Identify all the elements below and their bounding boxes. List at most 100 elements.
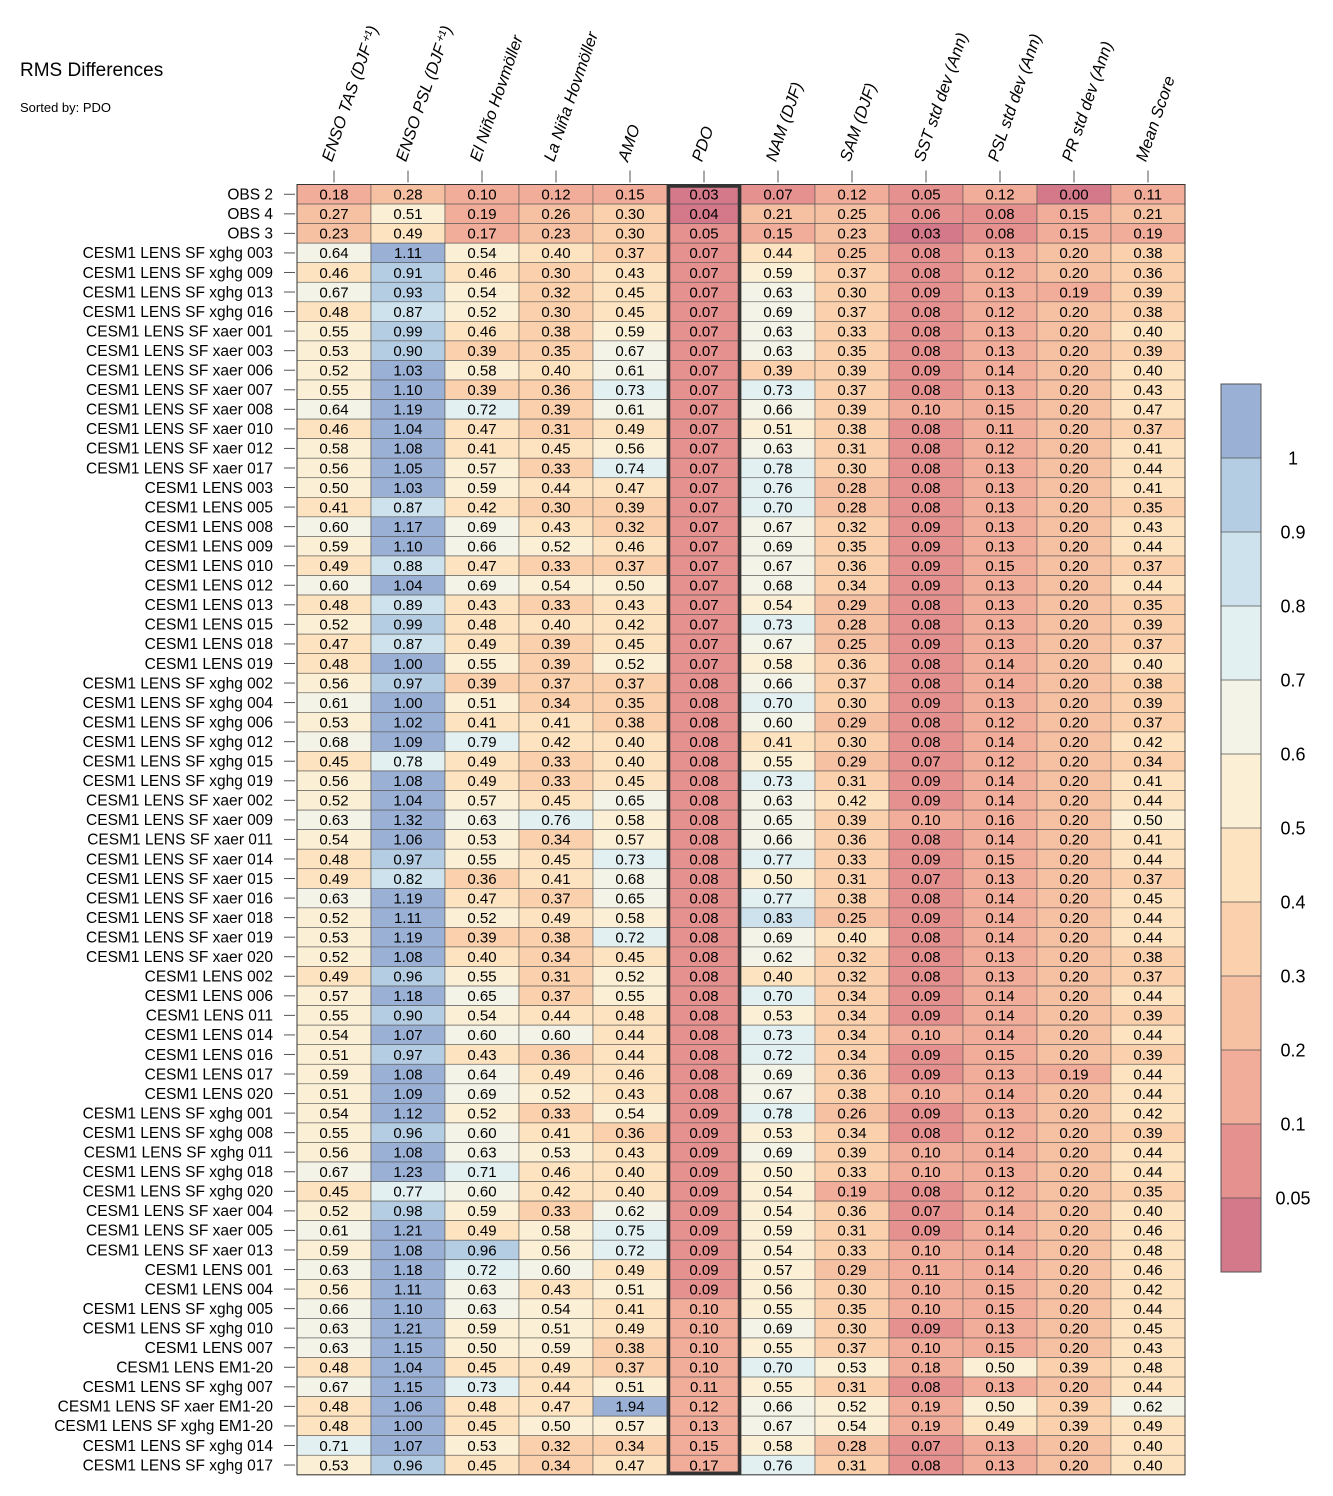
cell-value-label: 0.08 [689, 675, 718, 692]
cell-value-label: 0.20 [1059, 1125, 1088, 1142]
cell-value-label: 1.09 [393, 734, 422, 751]
cell-value-label: 0.14 [985, 1223, 1014, 1240]
cell-value-label: 0.48 [319, 656, 348, 673]
cell-value-label: 0.14 [985, 1145, 1014, 1162]
cell-value-label: 0.13 [985, 1066, 1014, 1083]
row-label: CESM1 LENS SF xaer 018 [86, 910, 273, 927]
cell-value-label: 0.53 [763, 1125, 792, 1142]
colorbar-tick-label: 0.05 [1275, 1189, 1310, 1209]
row-label: CESM1 LENS SF xghg 004 [83, 695, 274, 712]
cell-value-label: 0.08 [911, 343, 940, 360]
cell-value-label: 0.43 [467, 597, 496, 614]
cell-value-label: 0.30 [541, 265, 570, 282]
cell-value-label: 0.37 [541, 675, 570, 692]
cell-value-label: 0.39 [763, 363, 792, 380]
cell-value-label: 0.36 [615, 1125, 644, 1142]
cell-value-label: 0.91 [393, 265, 422, 282]
cell-value-label: 0.40 [1133, 1438, 1162, 1455]
cell-value-label: 0.08 [689, 1008, 718, 1025]
cell-value-label: 0.72 [467, 402, 496, 419]
cell-value-label: 0.34 [837, 1047, 866, 1064]
cell-value-label: 0.05 [911, 187, 940, 204]
cell-value-label: 0.70 [763, 499, 792, 516]
cell-value-label: 0.15 [1059, 226, 1088, 243]
cell-value-label: 0.40 [1133, 363, 1162, 380]
cell-value-label: 0.65 [763, 812, 792, 829]
cell-value-label: 0.52 [615, 969, 644, 986]
cell-value-label: 0.45 [541, 441, 570, 458]
column-label: ENSO PSL (DJF⁺¹) [393, 23, 456, 163]
cell-value-label: 0.72 [615, 929, 644, 946]
cell-value-label: 0.38 [837, 890, 866, 907]
cell-value-label: 1.08 [393, 1242, 422, 1259]
cell-value-label: 0.46 [1133, 1223, 1162, 1240]
cell-value-label: 0.34 [837, 1008, 866, 1025]
cell-value-label: 0.44 [1133, 793, 1162, 810]
cell-value-label: 0.41 [541, 714, 570, 731]
row-label: CESM1 LENS SF xaer 010 [86, 421, 273, 438]
row-label: CESM1 LENS SF xaer EM1-20 [58, 1399, 274, 1416]
cell-value-label: 0.20 [1059, 929, 1088, 946]
cell-value-label: 0.54 [763, 1203, 792, 1220]
cell-value-label: 0.14 [985, 734, 1014, 751]
cell-value-label: 0.51 [393, 206, 422, 223]
cell-value-label: 0.54 [467, 245, 496, 262]
cell-value-label: 0.45 [467, 1360, 496, 1377]
cell-value-label: 0.40 [615, 754, 644, 771]
column-label: SAM (DJF) [837, 81, 881, 164]
cell-value-label: 0.54 [319, 1105, 348, 1122]
cell-value-label: 0.14 [985, 656, 1014, 673]
cell-value-label: 0.08 [689, 851, 718, 868]
cell-value-label: 0.53 [319, 1457, 348, 1474]
cell-value-label: 0.36 [837, 656, 866, 673]
cell-value-label: 0.36 [541, 382, 570, 399]
cell-value-label: 0.49 [541, 910, 570, 927]
cell-value-label: 0.39 [541, 656, 570, 673]
cell-value-label: 0.67 [615, 343, 644, 360]
cell-value-label: 0.39 [1059, 1360, 1088, 1377]
cell-value-label: 0.50 [985, 1360, 1014, 1377]
cell-value-label: 0.44 [1133, 1301, 1162, 1318]
cell-value-label: 0.10 [689, 1320, 718, 1337]
cell-value-label: 0.76 [763, 1457, 792, 1474]
cell-value-label: 0.33 [837, 851, 866, 868]
cell-value-label: 0.10 [911, 1027, 940, 1044]
cell-value-label: 0.40 [541, 363, 570, 380]
row-label: CESM1 LENS SF xghg 007 [83, 1379, 273, 1396]
cell-value-label: 0.08 [911, 441, 940, 458]
cell-value-label: 0.07 [911, 1203, 940, 1220]
highlighted-column-frame [666, 184, 742, 1476]
cell-value-label: 0.37 [837, 265, 866, 282]
row-label: CESM1 LENS 005 [145, 499, 273, 516]
cell-value-label: 0.59 [615, 323, 644, 340]
cell-value-label: 0.30 [837, 284, 866, 301]
cell-value-label: 0.39 [467, 382, 496, 399]
cell-value-label: 0.09 [911, 636, 940, 653]
cell-value-label: 0.20 [1059, 1184, 1088, 1201]
cell-value-label: 0.26 [541, 206, 570, 223]
cell-value-label: 0.34 [837, 988, 866, 1005]
cell-value-label: 0.34 [541, 1457, 570, 1474]
row-label: CESM1 LENS SF xghg 017 [83, 1457, 273, 1474]
cell-value-label: 0.47 [467, 421, 496, 438]
row-label: CESM1 LENS SF xaer 017 [86, 460, 273, 477]
cell-value-label: 1.18 [393, 1262, 422, 1279]
cell-value-label: 0.46 [615, 1066, 644, 1083]
cell-value-label: 0.15 [689, 1438, 718, 1455]
cell-value-label: 0.97 [393, 851, 422, 868]
cell-value-label: 0.14 [985, 773, 1014, 790]
cell-value-label: 0.33 [837, 1242, 866, 1259]
cell-value-label: 0.57 [763, 1262, 792, 1279]
cell-value-label: 0.08 [911, 323, 940, 340]
cell-value-label: 0.61 [615, 402, 644, 419]
cell-value-label: 0.08 [689, 890, 718, 907]
cell-value-label: 0.11 [1134, 187, 1162, 204]
cell-value-label: 1.21 [393, 1320, 422, 1337]
cell-value-label: 0.20 [1059, 1262, 1088, 1279]
cell-value-label: 0.30 [615, 226, 644, 243]
cell-value-label: 0.43 [1133, 519, 1162, 536]
cell-value-label: 1.06 [393, 1399, 422, 1416]
cell-value-label: 0.09 [689, 1164, 718, 1181]
cell-value-label: 0.51 [763, 421, 792, 438]
cell-value-label: 0.39 [1133, 617, 1162, 634]
